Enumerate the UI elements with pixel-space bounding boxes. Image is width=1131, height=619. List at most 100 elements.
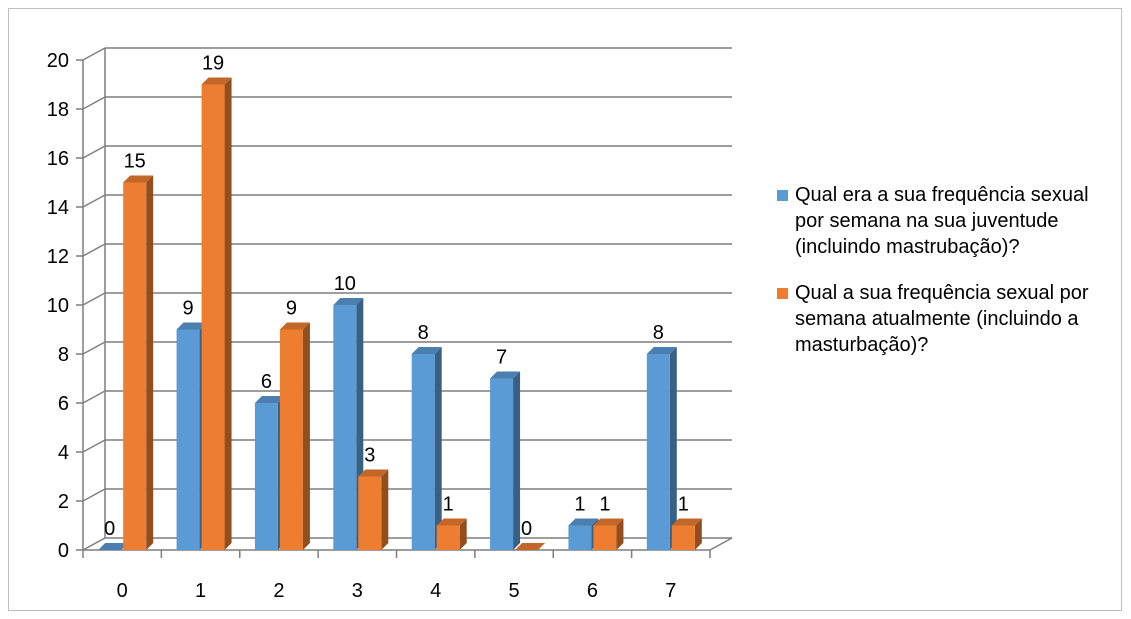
bar-front bbox=[568, 525, 592, 550]
bar-front bbox=[436, 525, 460, 550]
data-label: 1 bbox=[443, 494, 454, 516]
bar-front bbox=[671, 525, 695, 550]
bar-top bbox=[254, 396, 285, 403]
data-label: 6 bbox=[261, 371, 272, 393]
gridline-wall bbox=[82, 390, 106, 404]
gridline-wall bbox=[82, 341, 106, 355]
bar-top bbox=[123, 175, 154, 183]
bars bbox=[98, 77, 702, 550]
bar-top bbox=[201, 77, 232, 85]
bar-side bbox=[616, 518, 624, 550]
bar bbox=[671, 518, 702, 550]
bar bbox=[593, 518, 624, 550]
bar-front bbox=[358, 476, 382, 550]
y-tick-label: 6 bbox=[58, 393, 69, 415]
bar-front bbox=[279, 329, 303, 550]
gridline-wall bbox=[82, 47, 106, 61]
x-tick-label: 5 bbox=[509, 580, 520, 602]
y-axis-ticks: 0 2 4 6 8 10 12 14 16 18 20 bbox=[47, 50, 69, 562]
bar-front bbox=[411, 354, 435, 550]
y-tick-label: 10 bbox=[47, 295, 69, 317]
bar bbox=[279, 322, 310, 550]
bar bbox=[646, 347, 677, 550]
data-label: 1 bbox=[574, 494, 585, 516]
data-label: 8 bbox=[653, 322, 664, 344]
bar-front bbox=[593, 525, 617, 550]
gridline-wall bbox=[82, 292, 106, 306]
legend-label-youth: Qual era a sua frequência sexual por sem… bbox=[795, 184, 1089, 258]
y-tick-label: 14 bbox=[47, 197, 69, 219]
y-tick-label: 8 bbox=[58, 344, 69, 366]
bar-top bbox=[279, 322, 310, 330]
legend: Qual era a sua frequência sexual por sem… bbox=[777, 182, 1122, 378]
y-tick-label: 4 bbox=[58, 442, 69, 464]
x-tick-label: 0 bbox=[117, 580, 128, 602]
bar bbox=[123, 175, 154, 550]
y-tick-label: 16 bbox=[47, 148, 69, 170]
data-label: 0 bbox=[104, 518, 115, 540]
gridline-wall bbox=[82, 96, 106, 110]
x-tick-label: 1 bbox=[195, 580, 206, 602]
data-label: 1 bbox=[678, 494, 689, 516]
bar-side bbox=[146, 175, 154, 550]
bar-top bbox=[515, 543, 546, 550]
bar-front bbox=[646, 354, 670, 550]
gridline-wall bbox=[82, 243, 106, 257]
x-tick-label: 6 bbox=[587, 580, 598, 602]
bar-side bbox=[302, 322, 310, 550]
gridline-wall bbox=[82, 194, 106, 208]
bar-side bbox=[381, 469, 389, 550]
x-tick-label: 3 bbox=[352, 580, 363, 602]
bar bbox=[411, 347, 442, 550]
bar-front bbox=[176, 329, 200, 550]
bar bbox=[333, 298, 364, 550]
data-label: 19 bbox=[202, 53, 224, 75]
y-tick-label: 18 bbox=[47, 99, 69, 121]
bar bbox=[98, 543, 129, 550]
bar bbox=[436, 518, 467, 550]
x-tick-label: 7 bbox=[665, 580, 676, 602]
bar-side bbox=[513, 371, 521, 550]
bar-front bbox=[201, 84, 225, 550]
data-label: 9 bbox=[286, 298, 297, 320]
bar-front bbox=[490, 378, 514, 550]
x-axis-ticks: 0 1 2 3 4 5 6 7 bbox=[117, 580, 677, 602]
bar bbox=[201, 77, 232, 550]
legend-item-current: Qual a sua frequência sexual por semana … bbox=[777, 280, 1122, 358]
y-tick-label: 12 bbox=[47, 246, 69, 268]
data-label: 1 bbox=[599, 494, 610, 516]
bar-top bbox=[490, 371, 521, 379]
bar-side bbox=[434, 347, 442, 550]
bar-side bbox=[694, 518, 702, 550]
gridline-wall bbox=[82, 439, 106, 453]
bar-side bbox=[224, 77, 232, 550]
legend-swatch-current bbox=[777, 288, 788, 299]
legend-swatch-youth bbox=[777, 190, 788, 201]
data-label: 9 bbox=[183, 298, 194, 320]
bar-side bbox=[459, 518, 467, 550]
gridline-wall bbox=[82, 488, 106, 502]
bar-top bbox=[98, 543, 129, 550]
gridline-wall bbox=[82, 145, 106, 159]
bar-top bbox=[358, 469, 389, 477]
bar bbox=[490, 371, 521, 550]
data-label: 8 bbox=[418, 322, 429, 344]
bar bbox=[358, 469, 389, 550]
data-label: 15 bbox=[124, 151, 146, 173]
legend-label-current: Qual a sua frequência sexual por semana … bbox=[795, 282, 1089, 356]
bar-top bbox=[436, 518, 467, 526]
axes bbox=[76, 48, 711, 558]
bar-top bbox=[646, 347, 677, 354]
bar-front bbox=[254, 403, 278, 550]
legend-item-youth: Qual era a sua frequência sexual por sem… bbox=[777, 182, 1122, 260]
y-tick-label: 2 bbox=[58, 491, 69, 513]
x-tick-label: 2 bbox=[273, 580, 284, 602]
bar bbox=[515, 543, 546, 550]
bar-side bbox=[669, 347, 677, 550]
data-label: 3 bbox=[364, 445, 375, 467]
bar-top bbox=[333, 298, 364, 305]
bar-top bbox=[568, 518, 599, 526]
bar-top bbox=[411, 347, 442, 354]
